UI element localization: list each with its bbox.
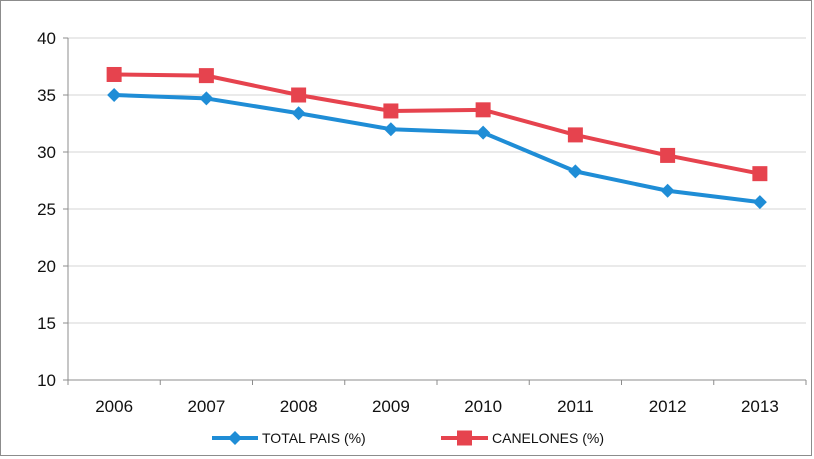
y-tick-label: 30 — [37, 143, 56, 162]
legend-item-0: TOTAL PAIS (%) — [212, 430, 366, 446]
data-point — [568, 164, 583, 179]
axes — [63, 37, 807, 385]
data-point — [660, 183, 675, 198]
series-line-0 — [114, 93, 761, 205]
legend-label: CANELONES (%) — [492, 430, 604, 446]
y-tick-label: 40 — [37, 29, 56, 48]
series-0 — [107, 88, 767, 210]
series-1 — [106, 66, 768, 182]
x-tick-label: 2008 — [280, 397, 318, 416]
data-point — [660, 147, 676, 163]
data-point — [383, 103, 399, 119]
data-point — [476, 125, 491, 140]
x-tick-label: 2013 — [741, 397, 779, 416]
x-tick-label: 2010 — [464, 397, 502, 416]
series-line-1 — [114, 72, 761, 176]
legend-label: TOTAL PAIS (%) — [262, 430, 366, 446]
x-tick-label: 2012 — [649, 397, 687, 416]
x-tick-label: 2009 — [372, 397, 410, 416]
y-tick-label: 25 — [37, 200, 56, 219]
y-tick-label: 20 — [37, 257, 56, 276]
x-tick-label: 2006 — [95, 397, 133, 416]
data-point — [291, 106, 306, 121]
x-tick-label: 2007 — [187, 397, 225, 416]
data-point — [106, 66, 122, 82]
y-tick-labels: 10 15 20 25 30 35 40 — [37, 29, 56, 390]
data-point — [107, 88, 122, 102]
y-tick-label: 15 — [37, 314, 56, 333]
data-point — [291, 87, 307, 103]
data-point — [198, 68, 214, 84]
data-point — [567, 127, 583, 143]
data-point — [752, 166, 768, 182]
y-tick-label: 35 — [37, 86, 56, 105]
x-tick-label: 2011 — [557, 397, 594, 416]
data-point — [383, 122, 398, 137]
gridlines — [68, 37, 806, 324]
data-point — [199, 91, 214, 106]
series-layer — [106, 66, 768, 210]
data-point — [475, 102, 491, 118]
y-tick-label: 10 — [37, 371, 56, 390]
legend-swatch-marker — [228, 431, 242, 445]
data-point — [752, 195, 767, 210]
legend-item-1: CANELONES (%) — [441, 430, 604, 446]
legend-swatch-marker — [457, 430, 472, 446]
legend: TOTAL PAIS (%) CANELONES (%) — [212, 430, 604, 446]
x-tick-labels: 2006 2007 2008 2009 2010 2011 2012 2013 — [95, 397, 779, 416]
